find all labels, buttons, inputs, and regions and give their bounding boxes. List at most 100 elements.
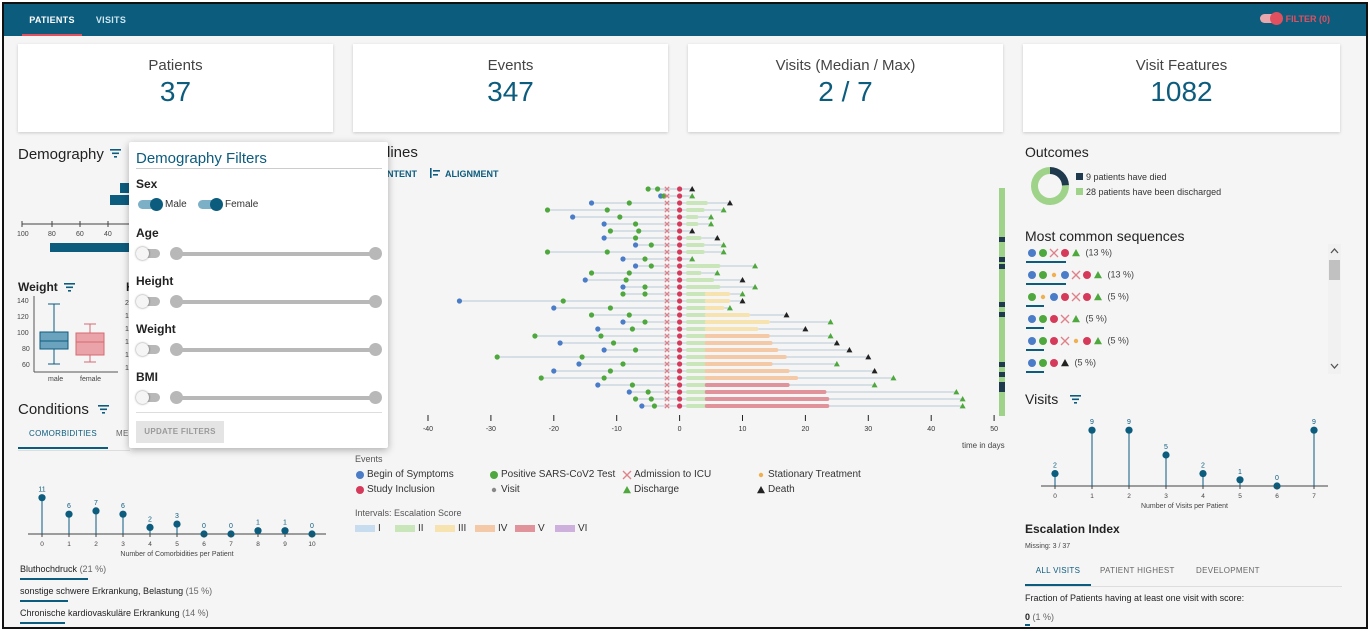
filter-icon[interactable] [98,403,110,415]
weight-title: Weight [18,280,58,294]
height-range-slider[interactable] [170,295,382,308]
event-dot [1083,271,1091,279]
event-triangle [959,396,966,402]
update-filters-button[interactable]: UPDATE FILTERS [136,421,224,443]
tab-medications[interactable]: ME [116,429,129,438]
event-x [664,291,670,297]
sequence-glyphs [1028,292,1102,302]
event-dot [1028,249,1036,257]
weight-toggle[interactable] [136,343,160,356]
data-label: 2 [148,516,152,523]
event-dot [601,235,607,241]
event-dot [677,396,683,402]
event-triangle [827,319,834,325]
escalation-title: Escalation Index [1025,522,1120,536]
event-triangle [739,277,746,283]
filter-label[interactable]: FILTER (0) [1285,14,1330,24]
female-toggle[interactable] [198,198,223,211]
scroll-up-icon[interactable] [1330,247,1339,255]
event-dot [620,291,626,297]
age-range-slider[interactable] [170,247,382,260]
donut-slice [1031,167,1069,205]
tab-all-visits[interactable]: ALL VISITS [1025,560,1091,586]
interval-legend-item: II [395,523,424,534]
condition-item[interactable]: Chronische kardiovaskuläre Erkrankung (1… [20,608,209,618]
event-dot [677,200,683,206]
outcome-died-marker [999,382,1005,387]
data-point [1236,476,1244,484]
outcome-died-marker [999,237,1005,242]
event-triangle [720,207,727,213]
condition-item[interactable]: Bluthochdruck (21 %) [20,564,106,574]
weight-tick: 140 [17,298,29,305]
event-dot [1028,359,1036,367]
event-triangle [714,270,721,276]
event-x [664,389,670,395]
event-dot [632,221,639,227]
scroll-thumb[interactable] [1329,260,1340,280]
filter-toggle[interactable] [1260,12,1283,25]
interval-bar [704,292,731,296]
event-triangle [623,486,631,494]
outcome-died-marker [999,362,1005,367]
event-x [1071,270,1081,280]
event-x [664,256,670,262]
weight-tick: 100 [17,330,29,337]
x-tick-label: 50 [990,426,998,433]
legend-swatch-discharged [1076,188,1083,195]
scroll-down-icon[interactable] [1330,362,1339,370]
event-triangle [726,200,733,206]
sequence-row[interactable]: (5 %) [1026,334,1129,354]
male-toggle[interactable] [138,198,163,211]
sequence-bar [1026,349,1044,351]
card-value: 1082 [1150,76,1213,107]
event-dot [595,382,601,388]
event-dot [1039,249,1047,257]
data-label: 2 [1201,463,1205,470]
interval-bar [704,327,759,331]
data-point [38,494,46,502]
sequences-scrollbar[interactable] [1328,244,1341,374]
event-x [664,347,670,353]
tab-visits[interactable]: VISITS [95,15,127,25]
filter-icon[interactable] [1070,393,1082,405]
filter-icon[interactable] [64,281,76,293]
event-dot [1050,293,1058,301]
sequence-row[interactable]: (5 %) [1026,290,1129,310]
event-x [664,228,670,234]
event-x [664,312,670,318]
weight-range-slider[interactable] [170,343,382,356]
bmi-range-slider[interactable] [170,391,382,404]
tab-comorbidities[interactable]: COMORBIDITIES [18,425,108,449]
interval-bar [704,334,770,338]
sequence-row[interactable]: (13 %) [1026,246,1112,266]
event-dot [1061,293,1069,301]
outcome-died: 9 patients have died [1076,172,1167,182]
height-toggle[interactable] [136,295,160,308]
escalation-item[interactable]: 0 (1 %) [1025,612,1054,622]
condition-bar [20,578,88,580]
event-dot [677,277,683,283]
event-x [664,186,670,192]
alignment-button[interactable]: ALIGNMENT [445,169,499,179]
event-dot [677,368,683,374]
visits-chart: 2 0 9 1 9 2 5 3 2 4 1 5 0 6 9 7 Number of Visits per Pat… [1041,419,1328,510]
interval-bar [685,215,699,219]
filter-icon[interactable] [110,147,122,159]
age-toggle[interactable] [136,247,160,260]
bmi-toggle[interactable] [136,391,160,404]
tab-patient-highest[interactable]: PATIENT HIGHEST [1100,566,1175,575]
tab-development[interactable]: DEVELOPMENT [1196,566,1260,575]
sequence-row[interactable]: (13 %) [1026,268,1134,288]
tab-patients[interactable]: PATIENTS [22,4,82,36]
event-dot [629,326,636,332]
group-label: male [48,376,64,383]
data-point [1088,426,1096,434]
condition-item[interactable]: sonstige schwere Erkrankung, Belastung (… [20,586,212,596]
sequence-row[interactable]: (5 %) [1026,312,1107,332]
visits-card: Visits (Median / Max) 2 / 7 [688,44,1003,132]
outcome-died-label: 9 patients have died [1086,172,1167,182]
sequence-row[interactable]: (5 %) [1026,356,1096,376]
content-button[interactable]: NTENT [387,169,417,179]
